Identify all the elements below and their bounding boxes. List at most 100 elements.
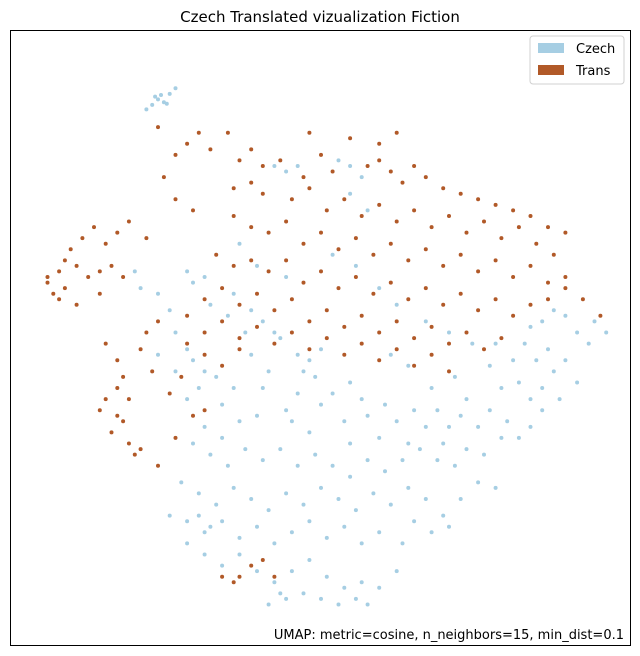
point-trans xyxy=(476,308,481,313)
point-trans xyxy=(580,297,585,302)
point-trans xyxy=(225,130,230,135)
point-czech xyxy=(429,530,434,535)
point-czech xyxy=(237,552,242,557)
point-trans xyxy=(412,363,417,368)
point-czech xyxy=(208,302,213,307)
point-trans xyxy=(132,452,137,457)
point-czech xyxy=(214,502,219,507)
point-trans xyxy=(121,374,126,379)
point-czech xyxy=(231,291,236,296)
point-trans xyxy=(423,286,428,291)
point-trans xyxy=(272,341,277,346)
point-czech xyxy=(400,541,405,546)
point-trans xyxy=(563,230,568,235)
point-trans xyxy=(319,269,323,274)
point-trans xyxy=(150,369,155,374)
point-czech xyxy=(447,330,451,335)
point-trans xyxy=(324,208,329,213)
point-czech xyxy=(319,347,323,352)
legend-label-trans: Trans xyxy=(575,64,611,79)
point-trans xyxy=(138,447,143,452)
point-trans xyxy=(57,269,62,274)
point-czech xyxy=(575,330,580,335)
point-trans xyxy=(74,302,79,307)
point-czech xyxy=(348,441,353,446)
point-trans xyxy=(103,341,108,346)
point-czech xyxy=(377,585,382,590)
point-czech xyxy=(435,408,440,413)
point-trans xyxy=(249,225,254,230)
point-czech xyxy=(272,330,277,335)
point-trans xyxy=(220,363,225,368)
point-trans xyxy=(388,241,393,246)
point-trans xyxy=(97,269,102,274)
point-czech xyxy=(231,386,236,390)
point-trans xyxy=(121,275,126,279)
point-czech xyxy=(208,452,213,457)
point-trans xyxy=(458,291,463,296)
point-czech xyxy=(196,386,201,390)
point-czech xyxy=(225,313,230,318)
point-trans xyxy=(324,308,329,313)
point-czech xyxy=(202,275,207,279)
point-czech xyxy=(167,308,172,313)
point-czech xyxy=(353,263,358,268)
point-trans xyxy=(126,441,131,446)
point-czech xyxy=(447,524,451,529)
point-czech xyxy=(348,380,353,385)
point-trans xyxy=(429,352,434,357)
point-czech xyxy=(546,347,550,352)
point-czech xyxy=(388,352,393,357)
point-trans xyxy=(528,302,533,307)
point-czech xyxy=(417,447,422,452)
point-czech xyxy=(289,419,294,424)
point-trans xyxy=(214,252,219,257)
point-trans xyxy=(447,369,451,374)
point-czech xyxy=(342,524,347,529)
point-trans xyxy=(97,291,102,296)
point-czech xyxy=(336,497,341,501)
point-czech xyxy=(243,447,248,452)
point-trans xyxy=(86,275,91,279)
point-trans xyxy=(231,214,236,218)
point-czech xyxy=(551,369,556,374)
point-czech xyxy=(499,386,504,390)
point-trans xyxy=(394,130,399,135)
point-trans xyxy=(185,341,190,346)
point-trans xyxy=(237,158,242,163)
point-czech xyxy=(220,563,225,568)
point-czech xyxy=(441,441,446,446)
point-czech xyxy=(295,463,300,468)
point-czech xyxy=(255,569,259,574)
point-trans xyxy=(255,291,259,296)
point-trans xyxy=(388,280,393,285)
point-czech xyxy=(563,313,568,318)
point-czech xyxy=(249,497,254,501)
point-trans xyxy=(126,219,131,224)
point-trans xyxy=(516,225,521,230)
point-trans xyxy=(324,336,329,341)
point-trans xyxy=(289,197,294,202)
point-trans xyxy=(365,164,370,168)
point-trans xyxy=(173,435,178,440)
point-czech xyxy=(278,447,283,452)
point-czech xyxy=(383,469,387,474)
point-czech xyxy=(557,397,562,402)
point-trans xyxy=(359,341,364,346)
point-trans xyxy=(109,430,114,435)
point-czech xyxy=(458,413,463,418)
point-trans xyxy=(62,258,67,263)
point-trans xyxy=(476,197,481,202)
point-trans xyxy=(394,319,399,324)
point-trans xyxy=(260,558,265,562)
point-trans xyxy=(237,574,242,579)
point-trans xyxy=(115,386,120,390)
point-trans xyxy=(551,252,556,257)
point-czech xyxy=(412,519,417,524)
point-trans xyxy=(284,258,289,263)
point-trans xyxy=(202,352,207,357)
point-trans xyxy=(284,219,289,224)
point-trans xyxy=(377,158,382,163)
point-czech xyxy=(260,386,265,390)
point-czech xyxy=(336,158,341,163)
